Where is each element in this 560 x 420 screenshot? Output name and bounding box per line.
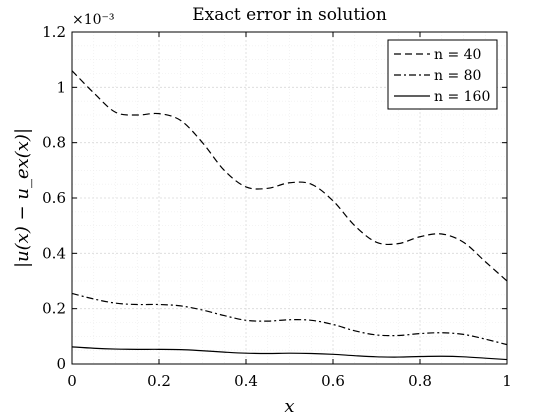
legend-label-3: n = 160 <box>434 89 490 105</box>
x-axis-label: x <box>284 396 294 417</box>
x-tick-label: 0.6 <box>321 372 345 390</box>
y-tick-label: 0.4 <box>42 244 66 262</box>
y-tick-label: 0.2 <box>42 300 66 318</box>
y-axis-exponent-label: ×10⁻³ <box>72 12 115 28</box>
series-lines <box>71 70 508 361</box>
y-tick-label: 1.2 <box>42 23 66 41</box>
legend-box <box>387 39 498 110</box>
legend-label-2: n = 80 <box>434 68 481 84</box>
legend-label-1: n = 40 <box>434 47 481 63</box>
series-line-2 <box>71 292 508 346</box>
series-line-3 <box>71 346 508 361</box>
x-tick-label: 1 <box>502 372 512 390</box>
series-line-1 <box>71 70 508 282</box>
y-tick-label: 0.6 <box>42 189 66 207</box>
x-tick-label: 0.4 <box>234 372 258 390</box>
chart-title: Exact error in solution <box>192 5 387 25</box>
y-axis-label: |u(x) − u_ex(x)| <box>12 128 33 268</box>
y-tick-label: 1 <box>56 78 66 96</box>
x-tick-label: 0 <box>67 372 77 390</box>
x-tick-label: 0.2 <box>147 372 171 390</box>
y-tick-label: 0.8 <box>42 134 66 152</box>
x-tick-label: 0.8 <box>408 372 432 390</box>
y-tick-label: 0 <box>56 355 66 373</box>
legend: n = 40 n = 80 n = 160 <box>387 39 498 110</box>
axis-ticks: 0 0.2 0.4 0.6 0.8 1 0 0.2 0.4 0.6 0.8 1 1.2 <box>42 23 512 390</box>
